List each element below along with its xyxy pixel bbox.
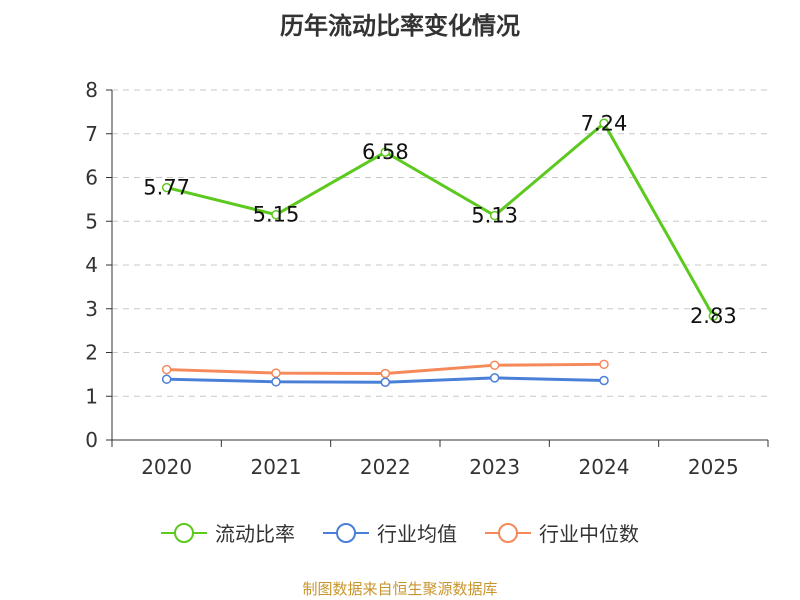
y-tick-label: 2 — [85, 341, 98, 365]
x-tick-label: 2022 — [360, 455, 411, 479]
chart-title: 历年流动比率变化情况 — [280, 12, 520, 40]
y-tick-label: 0 — [85, 428, 98, 452]
y-tick-label: 4 — [85, 253, 98, 277]
data-point — [380, 147, 391, 157]
x-tick-label: 2021 — [251, 455, 302, 479]
data-label: 6.58 — [362, 140, 409, 164]
legend-item-current-ratio[interactable]: 流动比率 — [161, 518, 295, 547]
x-tick-label: 2024 — [579, 455, 630, 479]
y-tick-label: 5 — [85, 209, 98, 233]
data-point — [271, 377, 281, 387]
data-point — [599, 375, 609, 386]
x-tick-label: 2025 — [688, 455, 739, 479]
data-point — [161, 364, 172, 375]
data-point — [380, 377, 391, 387]
data-point — [271, 368, 281, 378]
legend-item-industry-median[interactable]: 行业中位数 — [485, 518, 639, 547]
data-label: 5.13 — [471, 204, 518, 228]
legend-item-industry-mean[interactable]: 行业均值 — [323, 518, 457, 547]
data-label: 2.83 — [690, 304, 737, 328]
data-point — [489, 373, 500, 383]
data-label: 7.24 — [581, 111, 628, 135]
legend-label-industry-median: 行业中位数 — [539, 522, 639, 546]
data-label: 5.15 — [253, 203, 300, 227]
legend-swatch-orange — [485, 522, 531, 543]
y-tick-label: 1 — [85, 384, 98, 408]
data-point — [489, 360, 500, 370]
data-point — [271, 209, 281, 220]
x-tick-label: 2023 — [469, 455, 520, 479]
data-point — [599, 118, 609, 128]
series-line — [166, 121, 715, 317]
y-tick-label: 8 — [85, 78, 98, 102]
data-point — [708, 311, 719, 321]
y-tick-label: 3 — [85, 297, 98, 321]
data-label: 5.77 — [143, 176, 190, 200]
legend-swatch-green — [161, 522, 207, 543]
data-point — [489, 210, 500, 221]
data-point — [161, 374, 172, 384]
x-tick-label: 2020 — [141, 455, 192, 479]
legend-label-industry-mean: 行业均值 — [377, 522, 457, 546]
data-point — [161, 182, 172, 193]
legend-swatch-blue — [323, 522, 369, 543]
y-tick-label: 6 — [85, 166, 98, 190]
data-point — [599, 359, 609, 370]
legend-label-current-ratio: 流动比率 — [215, 522, 295, 546]
source-note: 制图数据来自恒生聚源数据库 — [302, 580, 498, 598]
data-point — [380, 368, 391, 379]
chart-legend: 流动比率 行业均值 行业中位数 — [0, 518, 800, 547]
y-tick-label: 7 — [85, 122, 98, 146]
